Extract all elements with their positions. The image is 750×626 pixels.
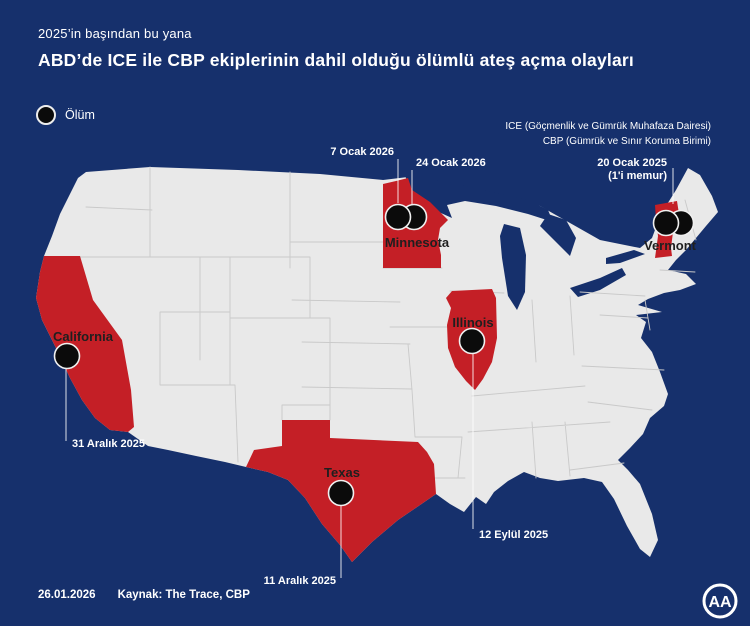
incident-date-illinois: 12 Eylül 2025 bbox=[479, 529, 548, 541]
aa-logo-circle bbox=[702, 583, 738, 619]
legend: Ölüm bbox=[36, 105, 95, 125]
death-dot-icon bbox=[36, 105, 56, 125]
footer-source: Kaynak: The Trace, CBP bbox=[117, 589, 250, 601]
footer-date: 26.01.2026 bbox=[38, 589, 96, 601]
incident-dot-illinois bbox=[458, 327, 486, 355]
state-label-california: California bbox=[53, 329, 114, 344]
lake-michigan bbox=[500, 224, 526, 310]
legend-label: Ölüm bbox=[65, 108, 95, 122]
incident-note-vermont: (1'i memur) bbox=[608, 170, 667, 182]
aa-logo: AA bbox=[702, 583, 738, 619]
state-label-illinois: Illinois bbox=[452, 315, 493, 330]
lake-ontario bbox=[606, 250, 645, 264]
incident-dot-vermont-1 bbox=[652, 209, 680, 237]
agency-definitions: ICE (Göçmenlik ve Gümrük Muhafaza Daires… bbox=[505, 119, 711, 149]
lake-superior bbox=[405, 176, 553, 222]
us-landmass bbox=[36, 167, 718, 562]
incident-date-texas: 11 Aralık 2025 bbox=[264, 575, 336, 587]
aa-logo-text: AA bbox=[708, 594, 732, 611]
great-lakes bbox=[405, 176, 645, 310]
state-label-vermont: Vermont bbox=[644, 238, 697, 253]
definition-cbp: CBP (Gümrük ve Sınır Koruma Birimi) bbox=[542, 136, 711, 147]
header: 2025’in başından bu yana ABD’de ICE ile … bbox=[38, 26, 634, 71]
lake-erie bbox=[570, 268, 626, 297]
lake-huron bbox=[540, 214, 576, 256]
state-label-texas: Texas bbox=[324, 465, 360, 480]
header-kicker: 2025’in başından bu yana bbox=[38, 26, 192, 41]
page-title: ABD’de ICE ile CBP ekiplerinin dahil old… bbox=[38, 50, 634, 70]
incident-dot-california bbox=[53, 342, 81, 370]
incident-date-vermont: 20 Ocak 2025 bbox=[597, 157, 667, 169]
state-borders bbox=[45, 166, 697, 479]
incident-dot-texas bbox=[327, 479, 355, 507]
incident-date-minnesota-1: 7 Ocak 2026 bbox=[330, 146, 394, 158]
incident-dot-minnesota-1 bbox=[384, 203, 412, 231]
definition-ice: ICE (Göçmenlik ve Gümrük Muhafaza Daires… bbox=[505, 121, 711, 132]
state-california bbox=[36, 256, 134, 432]
incident-date-california: 31 Aralık 2025 bbox=[72, 438, 145, 450]
footer: 26.01.2026 Kaynak: The Trace, CBP bbox=[38, 589, 250, 601]
incident-date-minnesota-2: 24 Ocak 2026 bbox=[416, 157, 486, 169]
state-label-minnesota: Minnesota bbox=[385, 235, 450, 250]
